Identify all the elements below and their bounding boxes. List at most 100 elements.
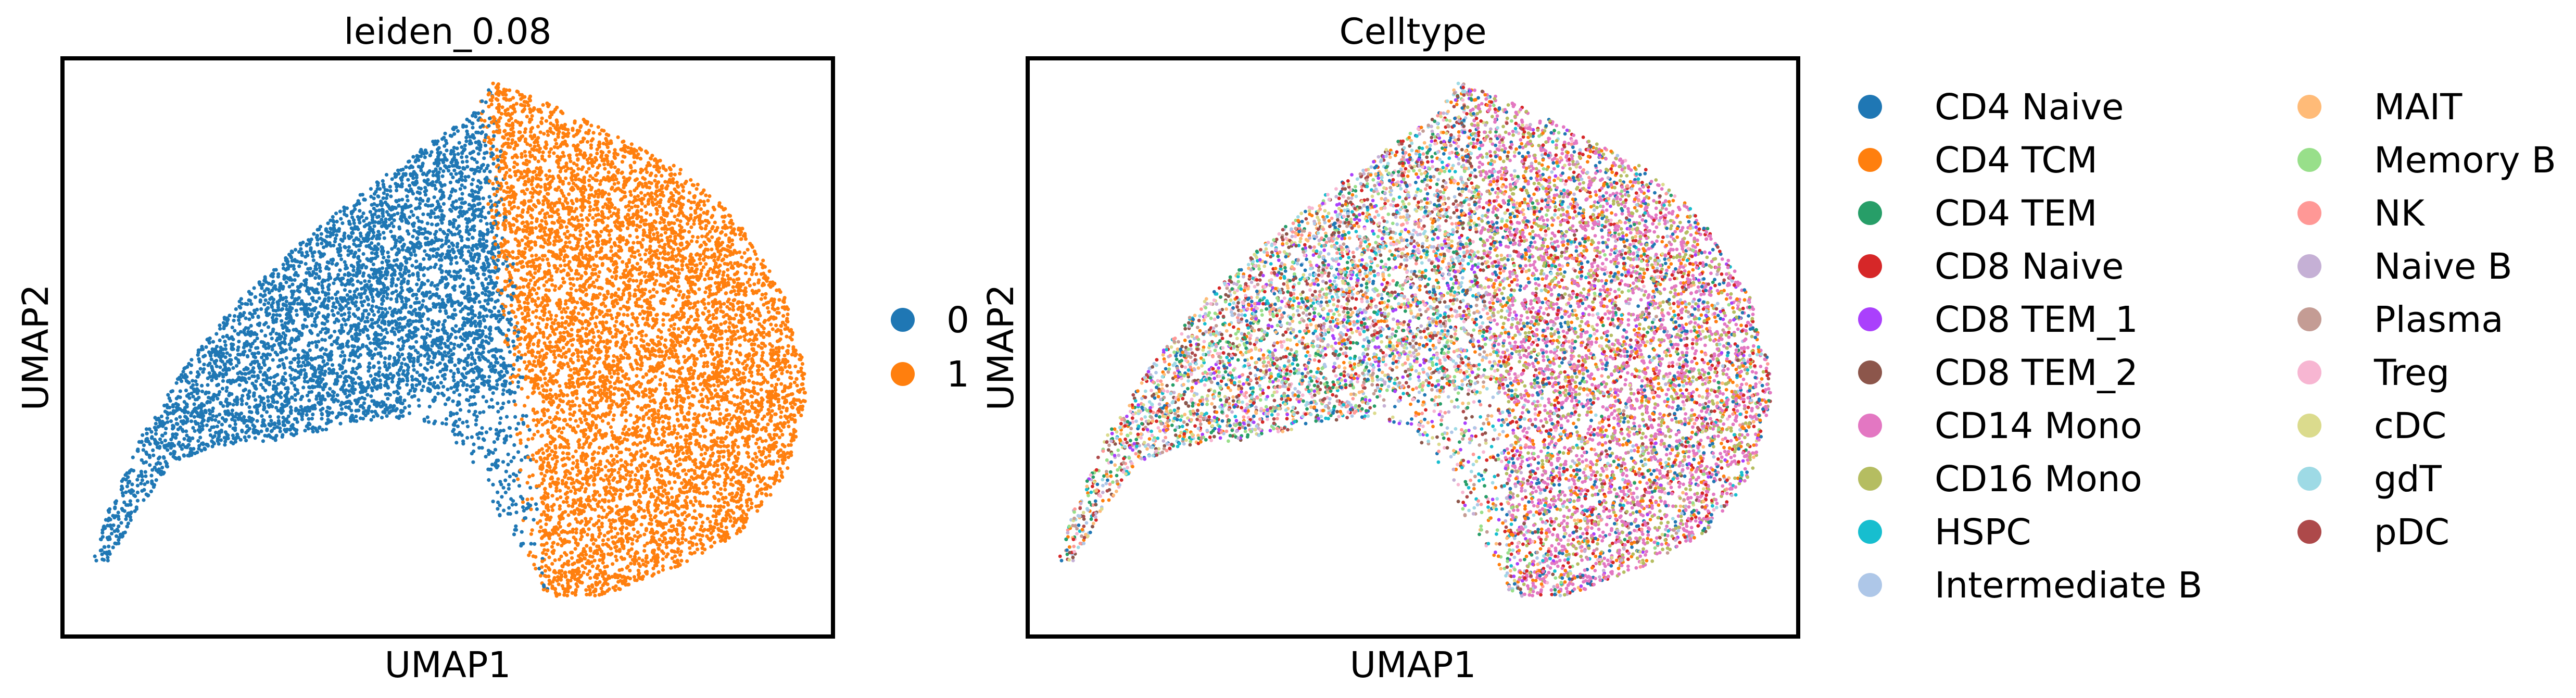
- scatter-point: [209, 354, 213, 358]
- scatter-point: [526, 424, 530, 428]
- scatter-point: [278, 358, 282, 363]
- scatter-point: [415, 370, 419, 375]
- scatter-point: [369, 194, 373, 199]
- scatter-point: [254, 379, 258, 383]
- scatter-point: [651, 566, 655, 570]
- scatter-point: [539, 185, 543, 189]
- scatter-point: [509, 317, 513, 321]
- scatter-point: [270, 336, 274, 341]
- scatter-point: [284, 356, 288, 360]
- scatter-point: [655, 211, 659, 216]
- scatter-point: [575, 163, 579, 167]
- scatter-point: [228, 424, 232, 428]
- scatter-point: [343, 260, 347, 264]
- scatter-point: [277, 289, 281, 293]
- scatter-point: [324, 427, 329, 432]
- scatter-point: [392, 404, 396, 408]
- scatter-point: [609, 249, 613, 253]
- scatter-point: [731, 285, 735, 289]
- scatter-point: [702, 203, 706, 207]
- scatter-point: [661, 318, 665, 322]
- scatter-point: [462, 277, 466, 281]
- scatter-point: [761, 367, 765, 371]
- scatter-point: [618, 496, 622, 501]
- scatter-point: [545, 448, 549, 453]
- scatter-point: [649, 181, 653, 185]
- scatter-point: [456, 424, 460, 429]
- scatter-point: [595, 360, 599, 365]
- scatter-point: [610, 375, 614, 379]
- scatter-point: [766, 306, 770, 310]
- scatter-point: [128, 499, 132, 503]
- scatter-point: [729, 225, 733, 229]
- scatter-point: [531, 473, 535, 478]
- scatter-point: [632, 241, 636, 245]
- scatter-point: [680, 426, 685, 430]
- scatter-point: [496, 258, 500, 263]
- scatter-point: [628, 413, 633, 417]
- scatter-point: [565, 500, 569, 504]
- scatter-point: [587, 193, 591, 197]
- scatter-point: [432, 195, 436, 200]
- scatter-point: [217, 420, 221, 424]
- scatter-point: [589, 317, 593, 321]
- scatter-point: [716, 384, 721, 388]
- scatter-point: [636, 469, 640, 473]
- scatter-point: [527, 318, 532, 322]
- scatter-point: [634, 552, 638, 556]
- scatter-point: [402, 357, 406, 362]
- scatter-point: [589, 424, 593, 428]
- scatter-point: [579, 124, 583, 128]
- scatter-point: [521, 505, 525, 509]
- scatter-point: [623, 191, 627, 195]
- scatter-point: [567, 298, 572, 303]
- scatter-point: [761, 258, 765, 263]
- scatter-point: [552, 359, 557, 364]
- scatter-point: [275, 400, 280, 404]
- scatter-point: [705, 534, 709, 538]
- scatter-point: [666, 421, 671, 426]
- scatter-point: [635, 374, 639, 378]
- scatter-point: [674, 353, 678, 357]
- scatter-point: [692, 394, 696, 398]
- scatter-point: [727, 421, 731, 426]
- scatter-point: [436, 215, 440, 219]
- scatter-point: [484, 100, 488, 104]
- scatter-point: [642, 549, 647, 553]
- scatter-point: [625, 382, 629, 387]
- scatter-point: [584, 417, 588, 421]
- scatter-point: [705, 364, 710, 368]
- scatter-point: [680, 267, 684, 271]
- scatter-point: [592, 356, 597, 360]
- scatter-point: [634, 335, 638, 340]
- scatter-point: [654, 427, 659, 432]
- scatter-point: [688, 406, 692, 410]
- scatter-point: [269, 376, 273, 380]
- scatter-point: [573, 593, 578, 597]
- scatter-point: [280, 402, 284, 407]
- scatter-point: [698, 261, 702, 266]
- scatter-point: [487, 195, 491, 199]
- scatter-point: [491, 182, 495, 186]
- scatter-point: [674, 459, 678, 464]
- scatter-point: [612, 457, 616, 462]
- scatter-point: [384, 217, 388, 221]
- scatter-point: [528, 143, 533, 147]
- scatter-point: [452, 371, 456, 376]
- scatter-point: [455, 412, 459, 416]
- scatter-point: [244, 316, 248, 320]
- scatter-point: [440, 421, 445, 426]
- scatter-point: [221, 379, 225, 383]
- scatter-point: [326, 405, 330, 409]
- scatter-point: [511, 262, 515, 266]
- scatter-point: [574, 449, 578, 454]
- scatter-point: [586, 572, 590, 577]
- scatter-point: [262, 363, 267, 367]
- scatter-point: [622, 176, 626, 180]
- scatter-point: [635, 279, 639, 283]
- scatter-point: [782, 353, 787, 358]
- scatter-point: [351, 268, 356, 272]
- scatter-point: [454, 255, 458, 259]
- scatter-point: [633, 489, 637, 493]
- scatter-point: [746, 357, 750, 361]
